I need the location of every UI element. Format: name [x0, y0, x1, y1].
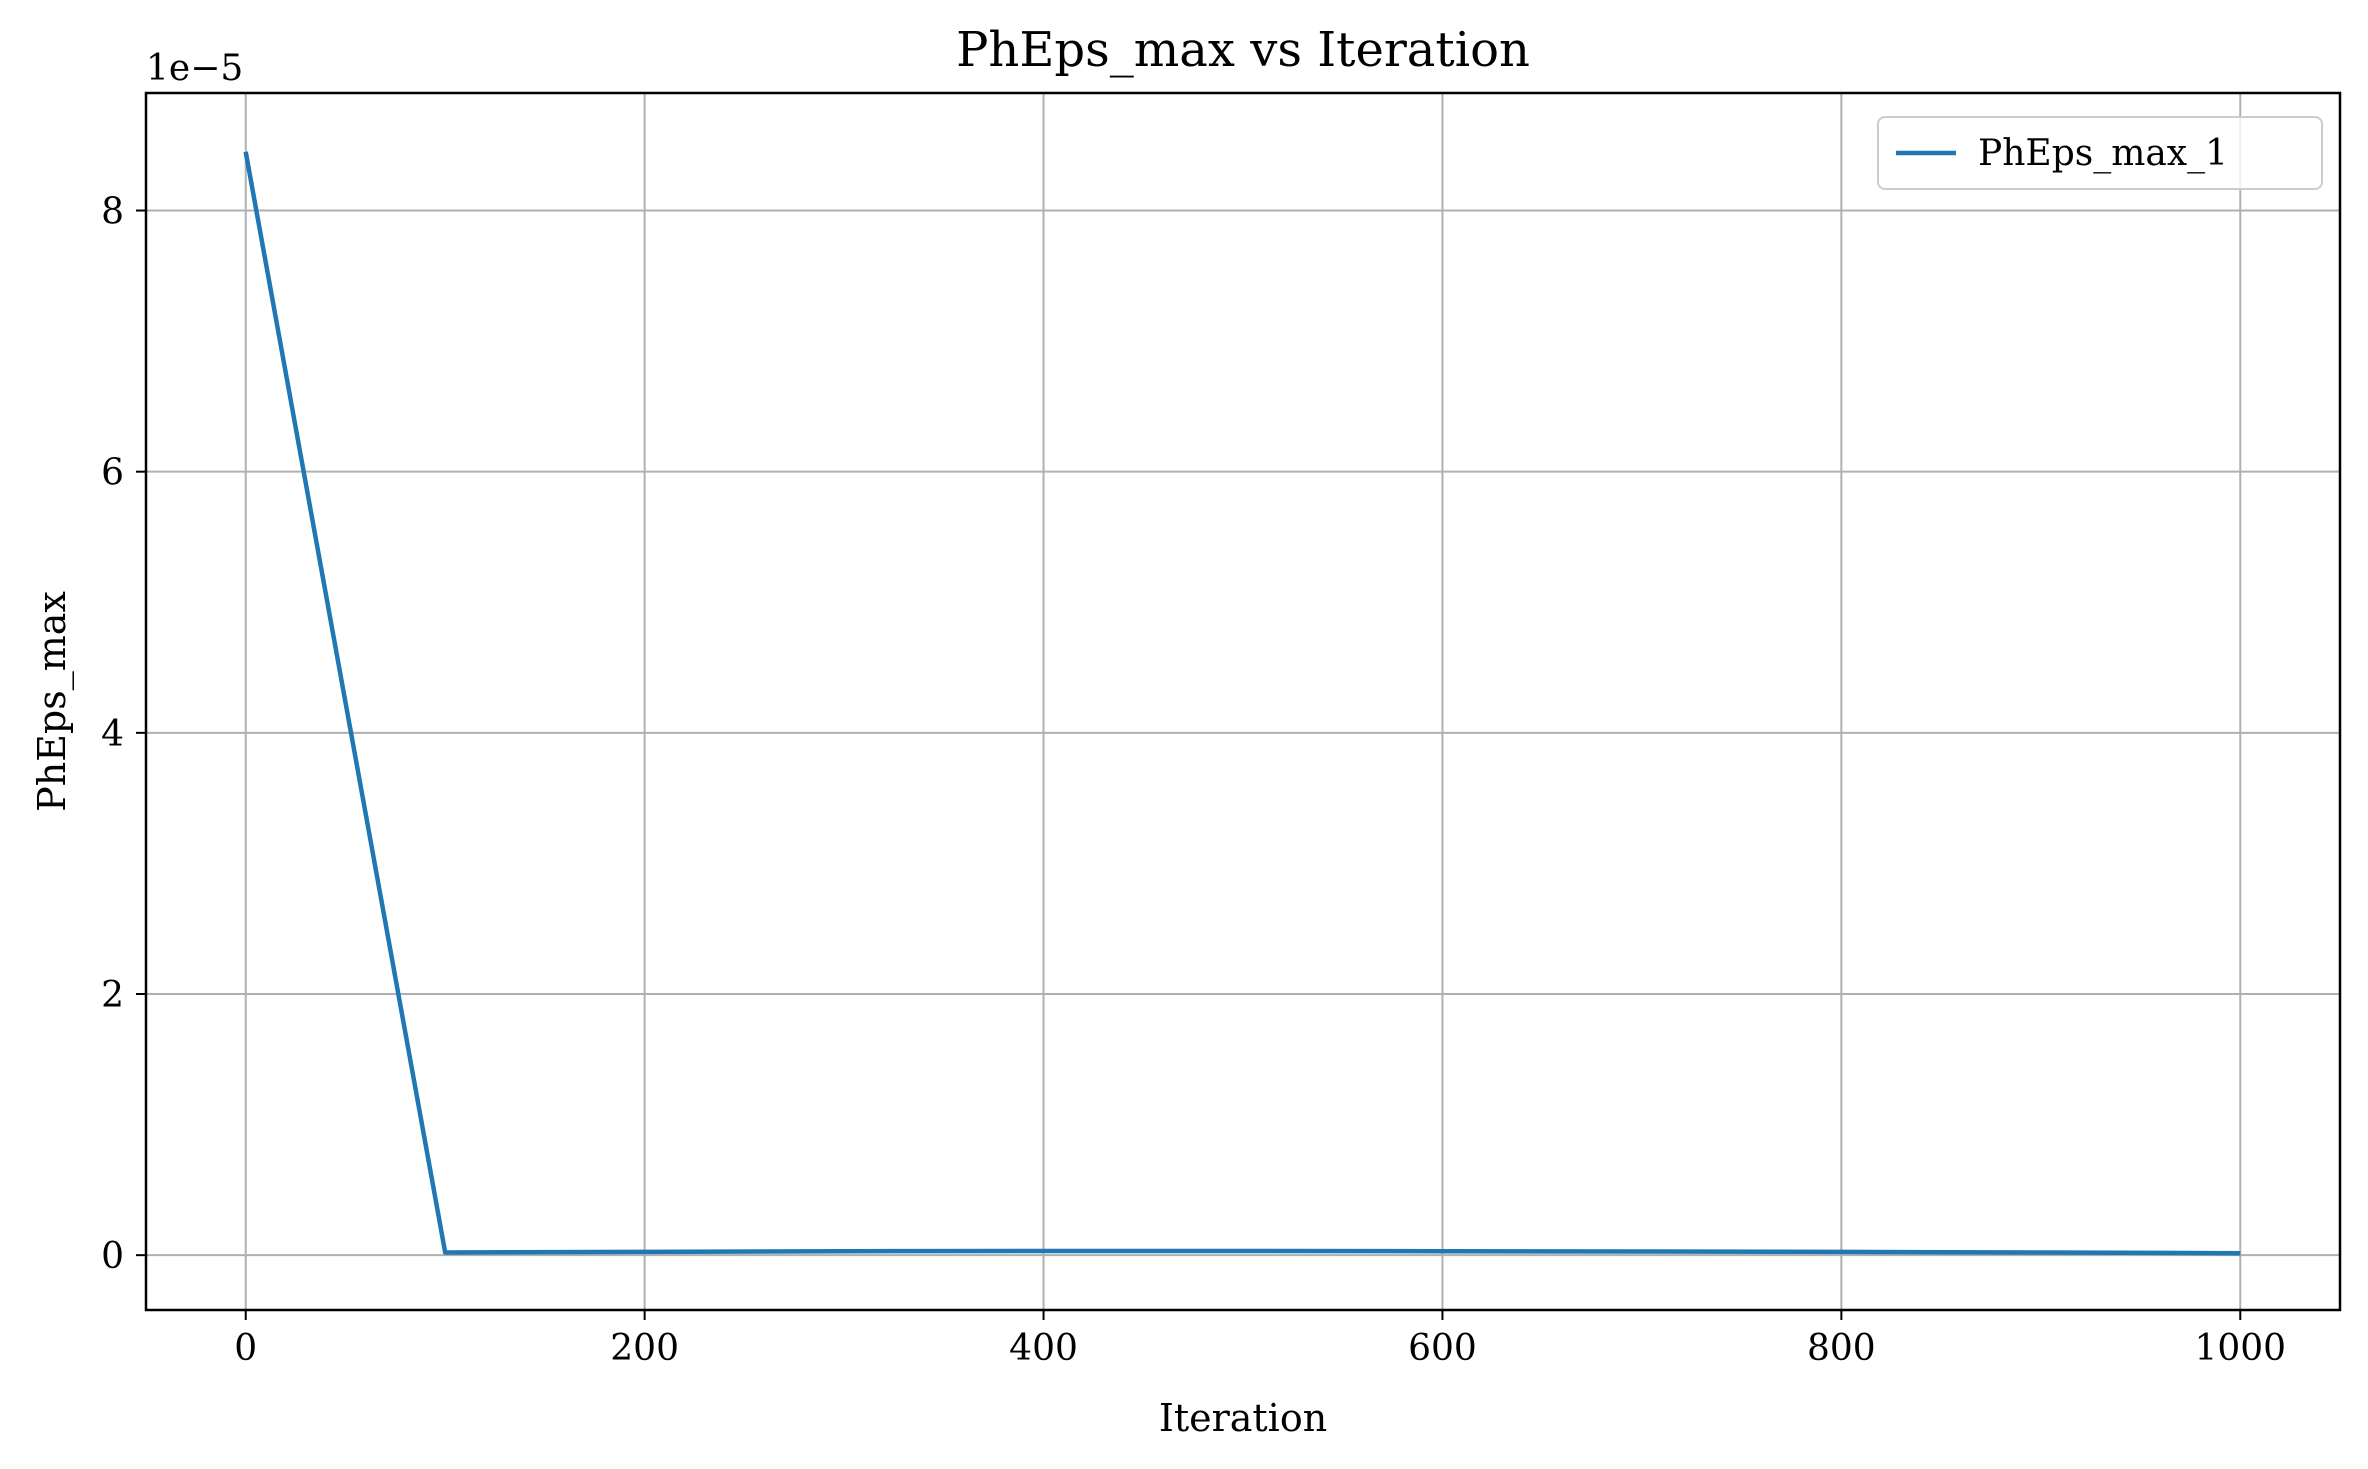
x-tick-label: 800 — [1807, 1328, 1876, 1369]
x-tick-label: 400 — [1009, 1328, 1078, 1369]
y-tick-label: 2 — [101, 975, 124, 1016]
x-tick-label: 200 — [610, 1328, 679, 1369]
grid — [146, 93, 2340, 1310]
axes-frame — [144, 91, 2342, 1312]
chart-title: PhEps_max vs Iteration — [956, 22, 1530, 78]
legend-label: PhEps_max_1 — [1978, 133, 2228, 174]
y-tick-label: 4 — [101, 714, 124, 755]
x-tick-label: 1000 — [2194, 1328, 2286, 1369]
y-tick-label: 8 — [101, 192, 124, 233]
y-tick-label: 6 — [101, 453, 124, 494]
x-tick-label: 0 — [234, 1328, 257, 1369]
series-layer — [243, 151, 2241, 1256]
legend: PhEps_max_1 — [1877, 116, 2323, 190]
y-offset-text: 1e−5 — [146, 48, 243, 89]
y-axis-label: PhEps_max — [30, 591, 75, 812]
series-line — [243, 151, 2241, 1256]
legend-box — [1877, 116, 2323, 190]
x-tick-label: 600 — [1408, 1328, 1477, 1369]
x-axis-label: Iteration — [1159, 1396, 1327, 1440]
y-tick-label: 0 — [101, 1236, 124, 1277]
ticks: 0 200 400 600 800 1000 0 2 4 6 8 — [101, 192, 2286, 1369]
